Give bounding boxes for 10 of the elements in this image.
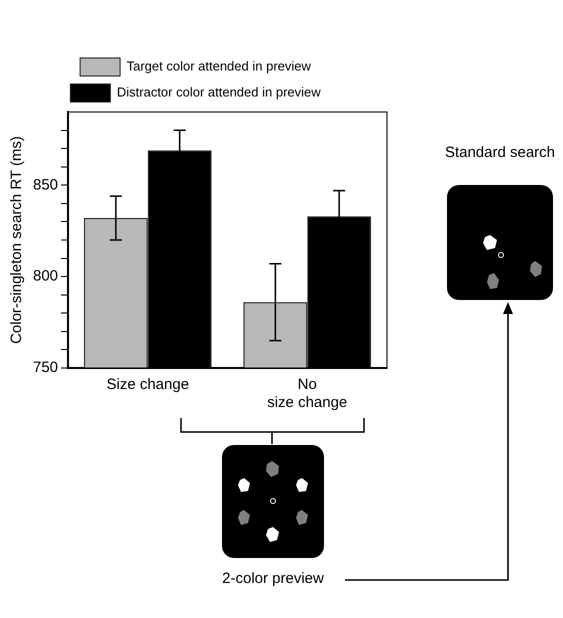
x-tick-label: Size change — [106, 376, 190, 394]
legend-label: Distractor color attended in preview — [116, 84, 322, 100]
x-tick-label: No size change — [267, 376, 348, 412]
y-tick-label: 800 — [32, 268, 58, 285]
y-tick-label: 750 — [32, 359, 58, 376]
text: 2-color preview — [221, 570, 325, 588]
legend-label: Target color attended in preview — [126, 58, 312, 74]
y-axis-title: Color-singleton search RT (ms) — [8, 136, 26, 344]
y-tick-label: 850 — [32, 176, 58, 194]
text: Standard search — [444, 144, 556, 162]
